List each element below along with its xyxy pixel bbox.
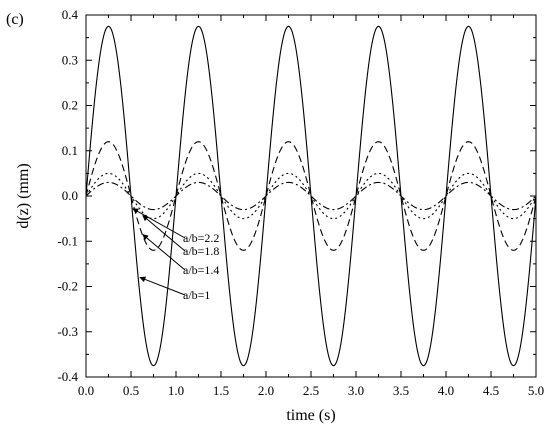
annotation-arrow <box>142 215 186 252</box>
x-tick-label: 4.0 <box>438 383 454 398</box>
annotation-arrow <box>139 276 186 296</box>
x-tick-label: 1.5 <box>213 383 229 398</box>
x-tick-label: 2.5 <box>303 383 319 398</box>
annotation-label: a/b=1.4 <box>183 263 219 277</box>
x-axis: 0.0 0.5 1.0 1.5 2.0 2.5 3.0 3.5 4.0 4.5 5.0 <box>78 15 544 398</box>
annotation-arrow <box>142 234 186 271</box>
y-axis-title: d(z) (mm) <box>15 163 32 228</box>
x-tick-label: 4.5 <box>483 383 499 398</box>
y-tick-label: -0.2 <box>57 279 78 294</box>
x-tick-label: 0.5 <box>123 383 139 398</box>
x-tick-label: 2.0 <box>258 383 274 398</box>
y-tick-label: 0.0 <box>62 188 78 203</box>
y-tick-label: 0.1 <box>62 143 78 158</box>
annotation-label: a/b=1.8 <box>183 244 219 258</box>
x-axis-title: time (s) <box>286 407 335 424</box>
y-tick-label: -0.4 <box>57 369 78 384</box>
x-tick-label: 3.5 <box>393 383 409 398</box>
y-tick-label: -0.3 <box>57 324 78 339</box>
annotation-label: a/b=1 <box>183 288 210 302</box>
y-tick-label: 0.2 <box>62 98 78 113</box>
x-tick-label: 1.0 <box>168 383 184 398</box>
y-axis: -0.4 -0.3 -0.2 -0.1 0.0 0.1 0.2 0.3 0.4 <box>57 7 536 384</box>
x-tick-label: 0.0 <box>78 383 94 398</box>
y-tick-label: 0.4 <box>62 7 79 22</box>
series-line <box>85 141 537 251</box>
annotation-arrow <box>132 208 186 239</box>
annotation-label: a/b=2.2 <box>183 231 219 245</box>
plot-lines <box>85 25 537 367</box>
y-tick-label: -0.1 <box>57 233 78 248</box>
series-line <box>85 172 537 220</box>
annotations: a/b=2.2a/b=1.8 a/b=1.4 a/b=1 <box>132 208 219 302</box>
y-tick-label: 0.3 <box>62 52 78 67</box>
panel-label: (c) <box>6 11 24 28</box>
x-tick-label: 5.0 <box>528 383 544 398</box>
x-tick-label: 3.0 <box>348 383 364 398</box>
